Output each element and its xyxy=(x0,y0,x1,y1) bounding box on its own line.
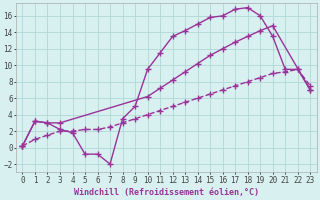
X-axis label: Windchill (Refroidissement éolien,°C): Windchill (Refroidissement éolien,°C) xyxy=(74,188,259,197)
